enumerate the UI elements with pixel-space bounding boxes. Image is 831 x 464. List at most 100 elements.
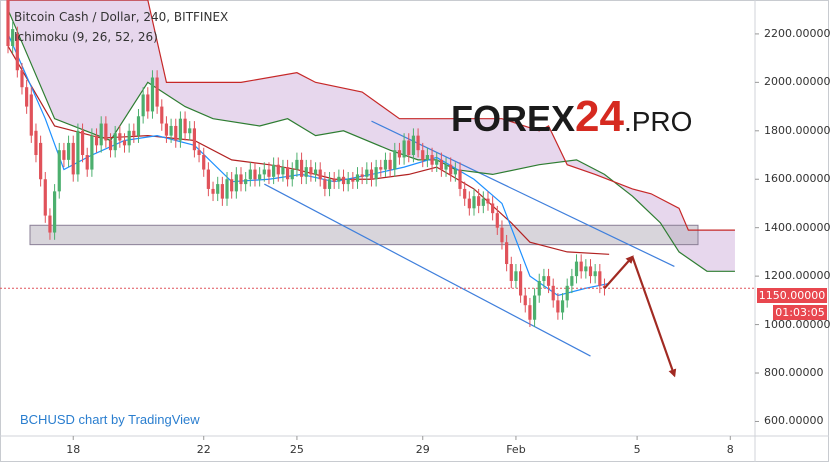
- candle: [588, 259, 593, 284]
- candle-body: [588, 266, 593, 277]
- candle: [449, 157, 453, 182]
- candle-body: [90, 135, 94, 170]
- y-tick-label: 1600.00000: [764, 172, 831, 186]
- candle: [379, 159, 383, 177]
- candle: [500, 220, 504, 250]
- y-tick-label: 600.00000: [764, 414, 824, 428]
- candle: [225, 171, 229, 206]
- candle-body: [160, 106, 164, 124]
- candle: [486, 191, 490, 211]
- countdown-tag: 01:03:05: [773, 305, 827, 320]
- candle-body: [141, 94, 145, 117]
- candle: [318, 162, 322, 187]
- candle: [43, 171, 47, 223]
- candle-body: [174, 125, 178, 141]
- candle-body: [388, 159, 392, 170]
- candle-body: [94, 135, 99, 146]
- candle-body: [118, 133, 122, 141]
- x-tick-label: Feb: [506, 443, 526, 456]
- candle-body: [584, 266, 588, 272]
- x-tick-label: 8: [726, 443, 734, 456]
- forecast-arrow: [603, 255, 677, 378]
- candle: [113, 125, 117, 158]
- candle-body: [528, 305, 532, 320]
- candle: [323, 171, 327, 197]
- candle-body: [155, 77, 159, 107]
- candle: [537, 273, 541, 303]
- candle-body: [514, 271, 518, 281]
- candle-body: [430, 155, 434, 165]
- candle: [220, 176, 224, 206]
- candle-body: [574, 261, 579, 277]
- candle-body: [519, 271, 523, 296]
- candle-body: [332, 179, 336, 182]
- candle: [341, 169, 346, 192]
- candle: [295, 152, 299, 177]
- candle-body: [598, 271, 602, 286]
- candle-body: [34, 130, 38, 156]
- candle: [146, 87, 150, 119]
- candle-body: [565, 285, 569, 301]
- candle: [453, 162, 457, 182]
- candle: [39, 135, 43, 187]
- candle-body: [244, 179, 248, 185]
- candle-body: [304, 167, 308, 177]
- candle-body: [467, 198, 471, 209]
- candle: [164, 116, 169, 143]
- candle: [136, 109, 141, 143]
- candle: [290, 162, 294, 187]
- candle: [71, 135, 75, 182]
- candle-body: [477, 196, 481, 206]
- candle: [584, 259, 588, 279]
- candle-body: [472, 196, 476, 209]
- candle-body: [491, 203, 495, 214]
- candle: [383, 152, 388, 177]
- chart-title: Bitcoin Cash / Dollar, 240, BITFINEX: [14, 10, 229, 24]
- candle: [346, 171, 350, 192]
- ichimoku-lines: [0, 0, 755, 297]
- candle-body: [286, 167, 290, 180]
- candle-body: [164, 123, 169, 136]
- candle: [416, 128, 420, 158]
- candle: [509, 256, 513, 289]
- candle: [505, 234, 509, 272]
- candle: [528, 297, 532, 327]
- candle: [388, 152, 392, 177]
- candle: [76, 123, 80, 182]
- candle-body: [416, 135, 420, 151]
- candle: [90, 128, 94, 177]
- candle-body: [234, 174, 238, 192]
- candle-body: [299, 159, 304, 177]
- candle-body: [421, 150, 425, 160]
- candle-body: [351, 179, 355, 182]
- cloud-fill: [8, 0, 735, 272]
- candle-body: [253, 169, 257, 180]
- candle-body: [76, 130, 80, 175]
- channel-lower-line: [264, 183, 591, 357]
- candle-body: [411, 135, 416, 156]
- candle-body: [99, 123, 103, 146]
- candle-body: [323, 179, 327, 189]
- attribution-link[interactable]: BCHUSD chart by TradingView: [20, 412, 200, 427]
- candle: [258, 167, 262, 187]
- candle-body: [486, 198, 490, 204]
- candle-body: [449, 164, 453, 175]
- candle-body: [393, 150, 397, 170]
- candle-body: [341, 176, 346, 185]
- candle: [556, 293, 560, 320]
- candle: [15, 26, 19, 78]
- candle-body: [383, 159, 388, 170]
- candle: [11, 21, 15, 54]
- y-tick-label: 1000.00000: [764, 317, 831, 331]
- candle: [304, 159, 308, 185]
- candle-body: [463, 188, 467, 199]
- candle: [574, 254, 579, 284]
- candle: [360, 167, 364, 185]
- candle: [132, 123, 136, 143]
- candle-body: [327, 179, 332, 189]
- candle-body: [593, 271, 597, 277]
- candle: [57, 142, 61, 199]
- candle-body: [505, 242, 509, 265]
- candle: [286, 159, 290, 187]
